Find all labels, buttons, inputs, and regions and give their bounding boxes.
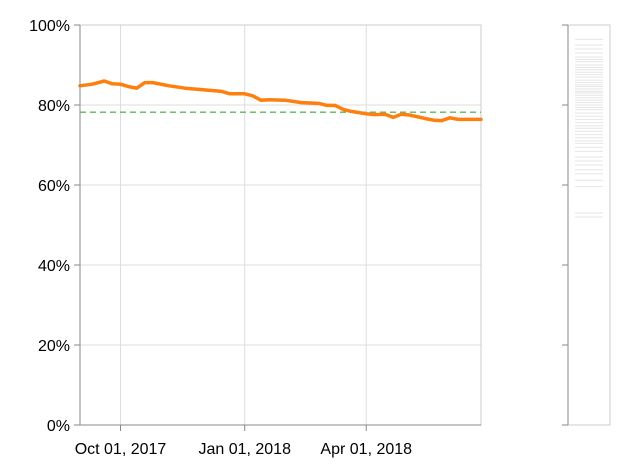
x-tick-label: Apr 01, 2018: [320, 441, 412, 458]
y-tick-label: 100%: [29, 18, 70, 35]
y-tick-label: 20%: [38, 338, 70, 355]
y-tick-label: 0%: [47, 418, 70, 435]
x-tick-label: Jan 01, 2018: [198, 441, 291, 458]
strip-axis: [562, 24, 569, 426]
distribution-strip-panel: [562, 24, 611, 426]
main-plot: 0% 20% 40% 60% 80% 100% Oct 01, 2017 Jan 01, 2…: [29, 18, 483, 458]
x-axis: Oct 01, 2017 Jan 01, 2018 Apr 01, 2018: [75, 424, 481, 458]
y-tick-label: 60%: [38, 178, 70, 195]
x-tick-label: Oct 01, 2017: [75, 441, 167, 458]
y-tick-label: 40%: [38, 258, 70, 275]
strip-lines: [575, 38, 603, 218]
series-layer: [78, 79, 483, 123]
y-tick-label: 80%: [38, 98, 70, 115]
y-axis: 0% 20% 40% 60% 80% 100%: [29, 18, 81, 435]
series-line: [78, 79, 483, 123]
